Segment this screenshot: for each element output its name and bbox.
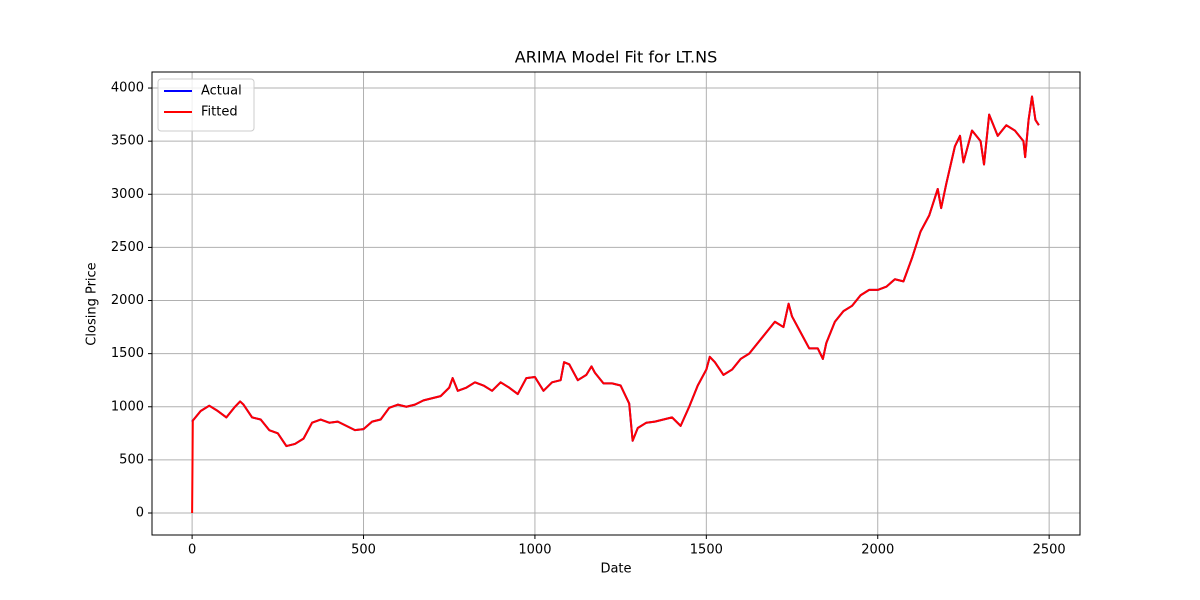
- y-tick-label: 0: [136, 506, 144, 521]
- series-line: [191, 95, 1040, 514]
- x-tick-label: 500: [351, 543, 376, 558]
- legend-label: Fitted: [201, 105, 238, 120]
- plot-frame: [151, 71, 1081, 536]
- series-line: [191, 95, 1040, 448]
- y-tick-label: 3000: [111, 187, 144, 202]
- y-tick-label: 500: [119, 452, 144, 467]
- y-tick-label: 1500: [111, 346, 144, 361]
- y-tick-label: 4000: [111, 81, 144, 96]
- y-axis-label: Closing Price: [85, 262, 100, 345]
- x-tick-label: 0: [188, 543, 196, 558]
- x-tick-label: 2000: [861, 543, 894, 558]
- legend-label: Actual: [201, 84, 242, 99]
- y-tick-label: 2000: [111, 293, 144, 308]
- x-tick-label: 1500: [690, 543, 723, 558]
- y-tick-label: 2500: [111, 240, 144, 255]
- y-tick-label: 3500: [111, 134, 144, 149]
- x-tick-label: 2500: [1033, 543, 1066, 558]
- x-tick-label: 1000: [518, 543, 551, 558]
- y-tick-label: 1000: [111, 399, 144, 414]
- x-axis-label: Date: [600, 562, 631, 577]
- chart-title: ARIMA Model Fit for LT.NS: [515, 48, 717, 67]
